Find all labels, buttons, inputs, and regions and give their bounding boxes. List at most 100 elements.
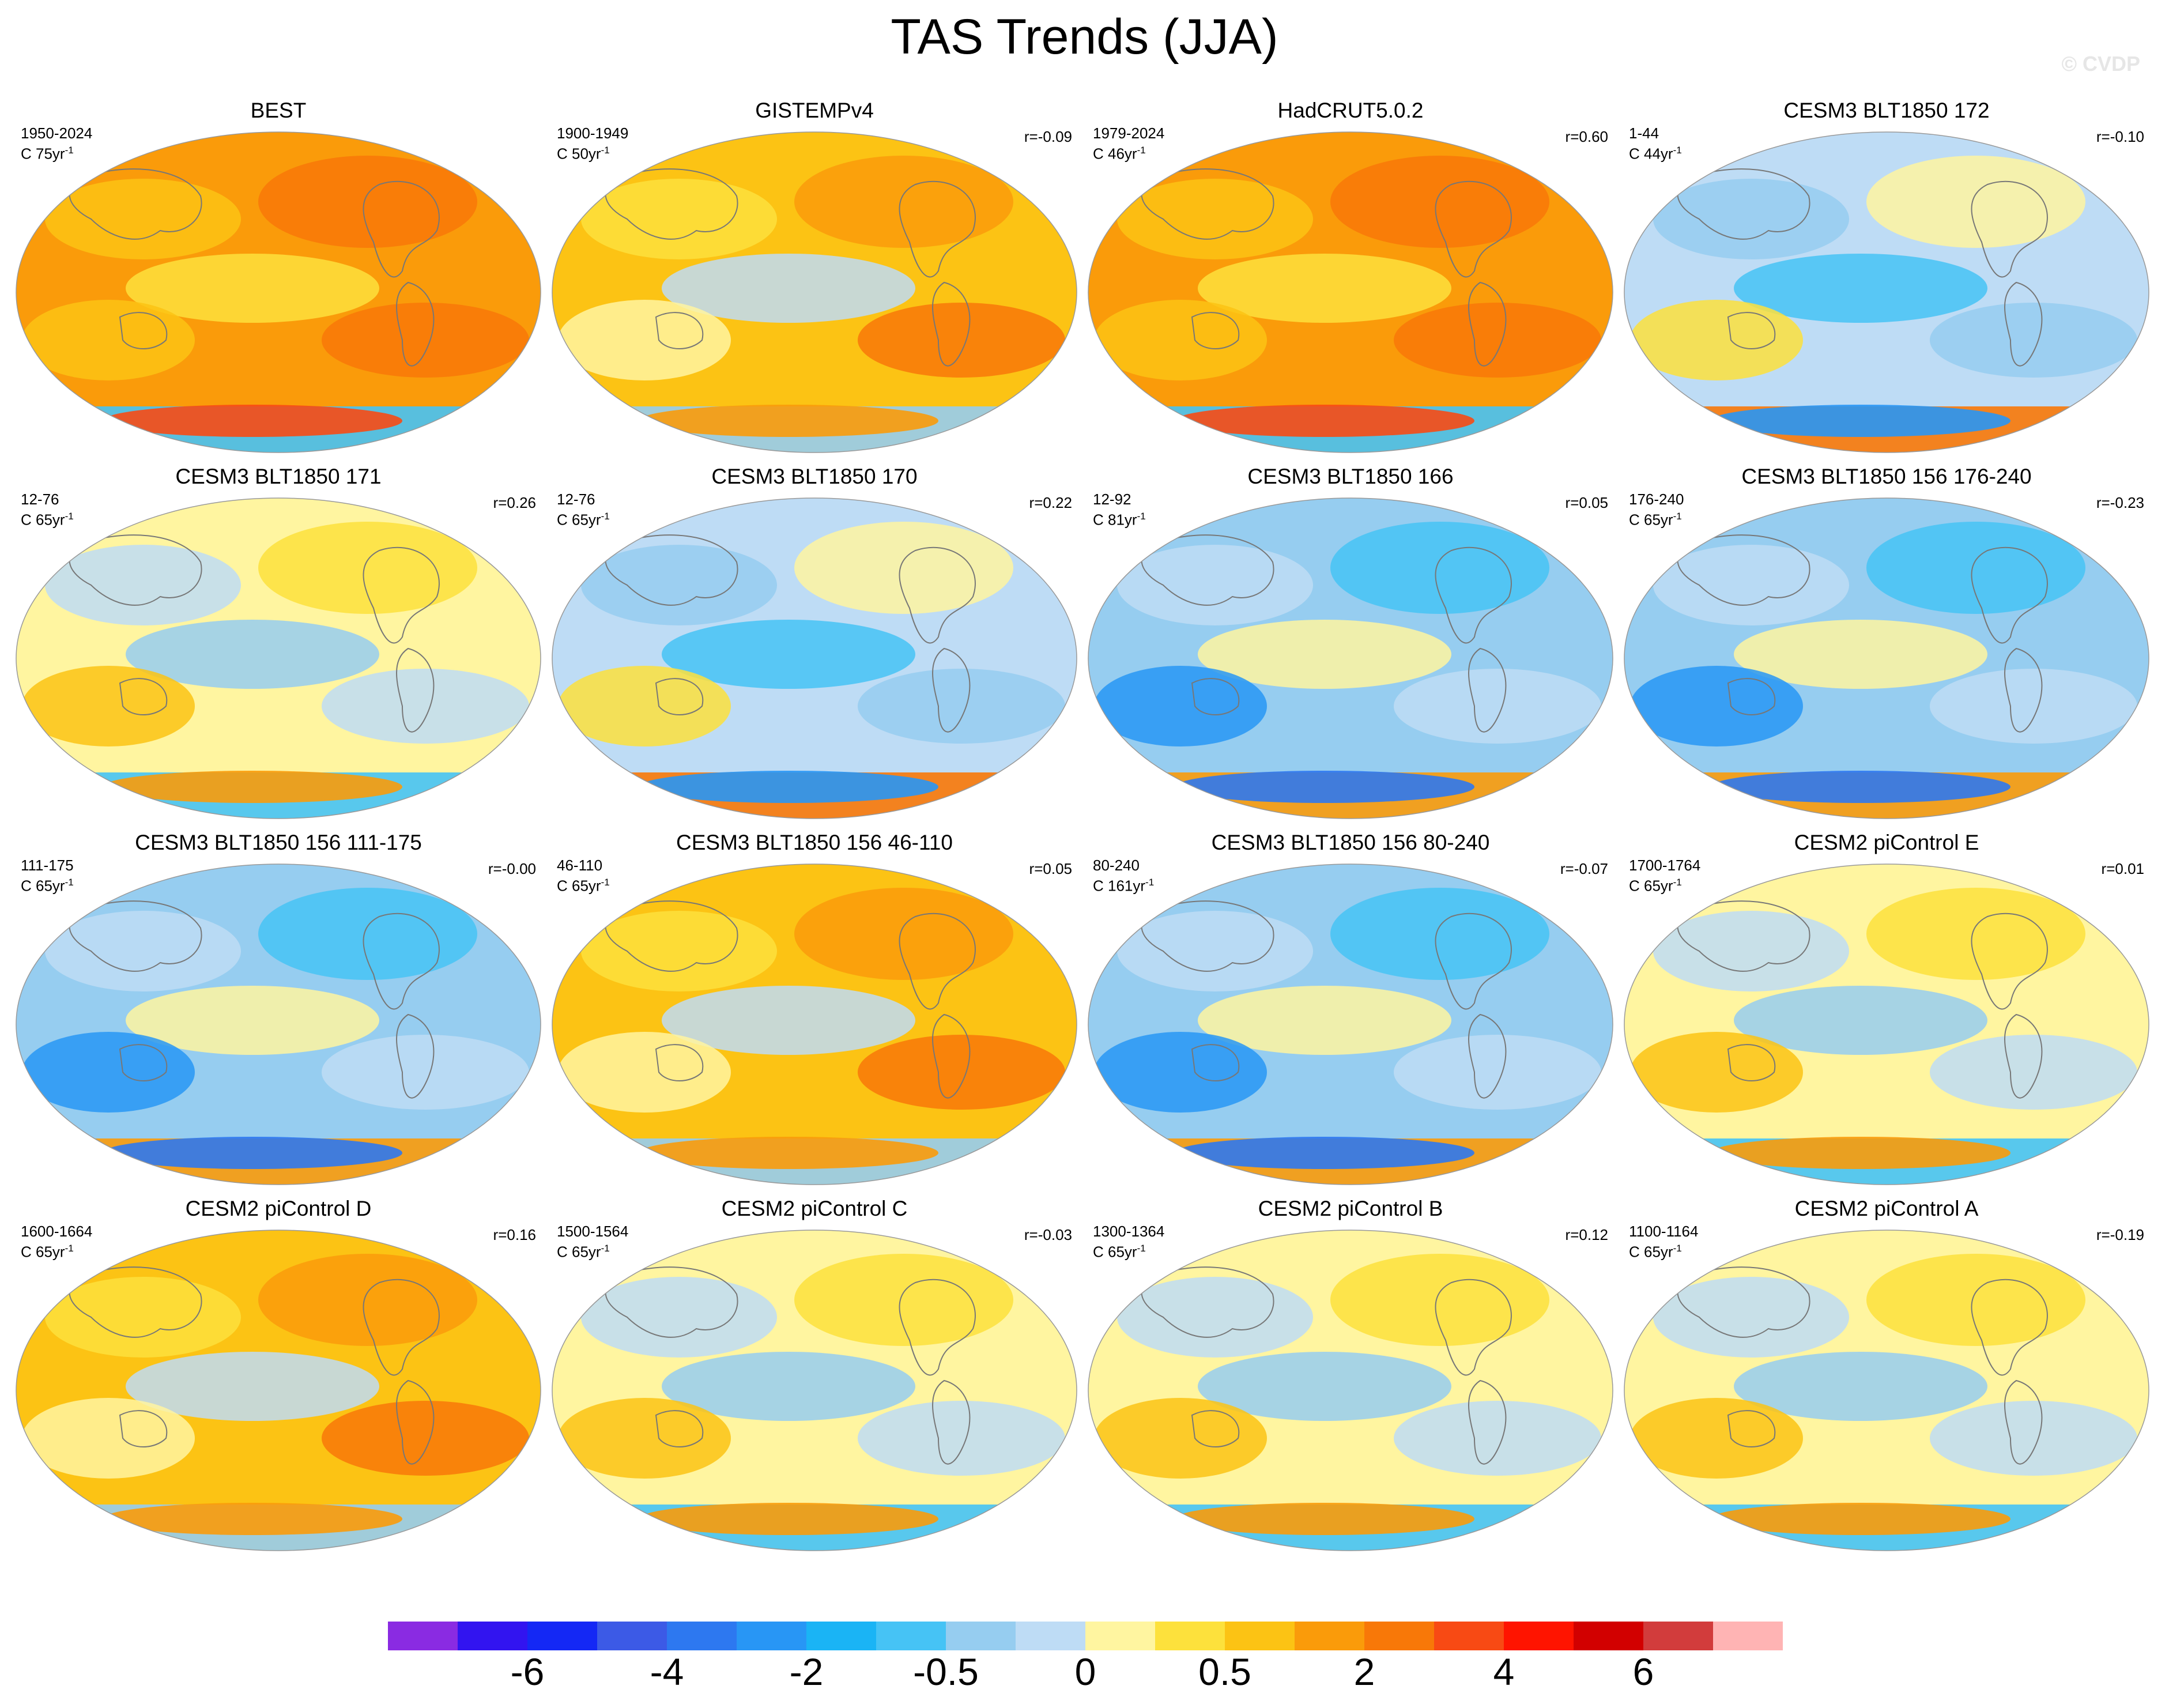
panel-trend-units: C 65yr-1 <box>557 511 610 529</box>
map-panel: CESM2 piControl E 1700-1764 C 65yr-1 r=0.01 <box>1619 830 2155 1187</box>
colorbar-segment <box>806 1622 876 1650</box>
panel-years: 1600-1664 <box>21 1223 93 1240</box>
map-projection <box>1624 1230 2149 1551</box>
colorbar-tick-label: 0.5 <box>1198 1650 1251 1693</box>
map-panel: CESM2 piControl B 1300-1364 C 65yr-1 r=0.12 <box>1082 1196 1619 1554</box>
panel-years: 1900-1949 <box>557 125 629 142</box>
colorbar-segment <box>1225 1622 1295 1650</box>
colorbar-segment <box>1574 1622 1643 1650</box>
panel-trend-units: C 65yr-1 <box>21 511 74 529</box>
panel-title: GISTEMPv4 <box>755 99 874 122</box>
colorbar-segment <box>597 1622 667 1650</box>
panel-correlation: r=-0.19 <box>2096 1226 2144 1243</box>
colorbar-tick-label: -6 <box>510 1650 545 1693</box>
colorbar-tick-label: 4 <box>1493 1650 1515 1693</box>
map-panel: BEST 1950-2024 C 75yr-1 <box>10 98 546 455</box>
colorbar-tick-label: -0.5 <box>913 1650 979 1693</box>
panel-years: 176-240 <box>1629 491 1684 508</box>
panel-title: CESM3 BLT1850 172 <box>1783 99 1990 122</box>
map-projection <box>16 1230 541 1551</box>
panel-correlation: r=-0.07 <box>1560 860 1608 877</box>
panel-trend-units: C 65yr-1 <box>1629 877 1682 895</box>
colorbar-segment <box>946 1622 1016 1650</box>
panel-correlation: r=0.05 <box>1029 860 1072 877</box>
panel-trend-units: C 65yr-1 <box>21 1243 74 1261</box>
panel-years: 80-240 <box>1093 857 1140 874</box>
panel-trend-units: C 44yr-1 <box>1629 145 1682 163</box>
panel-years: 1950-2024 <box>21 125 93 142</box>
panel-years: 1979-2024 <box>1093 125 1165 142</box>
panel-trend-units: C 65yr-1 <box>557 1243 610 1261</box>
panel-correlation: r=-0.09 <box>1024 128 1072 145</box>
colorbar-segment <box>1155 1622 1225 1650</box>
page-title: TAS Trends (JJA) <box>891 9 1278 65</box>
colorbar-tick-label: 0 <box>1074 1650 1096 1693</box>
panel-trend-units: C 65yr-1 <box>21 877 74 895</box>
colorbar-tick-label: 2 <box>1353 1650 1375 1693</box>
panel-years: 1-44 <box>1629 125 1659 142</box>
panel-title: CESM3 BLT1850 156 111-175 <box>135 831 422 854</box>
panel-title: BEST <box>250 99 307 122</box>
map-panel: HadCRUT5.0.2 1979-2024 C 46yr-1 r=0.60 <box>1082 98 1619 455</box>
map-panel: CESM3 BLT1850 166 12-92 C 81yr-1 r=0.05 <box>1082 464 1619 821</box>
map-projection <box>1088 864 1613 1185</box>
panel-trend-units: C 65yr-1 <box>557 877 610 895</box>
map-panel: CESM3 BLT1850 156 111-175 111-175 C 65yr-1… <box>10 830 546 1187</box>
map-panel: CESM3 BLT1850 156 80-240 80-240 C 161yr-1 r… <box>1082 830 1619 1187</box>
map-projection <box>552 864 1077 1185</box>
panel-title: CESM3 BLT1850 156 46-110 <box>676 831 953 854</box>
panel-trend-units: C 81yr-1 <box>1093 511 1146 529</box>
panel-trend-units: C 161yr-1 <box>1093 877 1155 895</box>
colorbar-segment <box>1643 1622 1713 1650</box>
map-projection <box>552 131 1077 453</box>
map-projection <box>16 497 541 819</box>
panel-years: 111-175 <box>21 857 74 874</box>
panel-title: CESM2 piControl E <box>1794 831 1979 854</box>
panel-title: CESM3 BLT1850 166 <box>1247 465 1454 488</box>
panel-trend-units: C 65yr-1 <box>1093 1243 1146 1261</box>
map-panel: CESM3 BLT1850 170 12-76 C 65yr-1 r=0.22 <box>546 464 1082 821</box>
panel-years: 1300-1364 <box>1093 1223 1165 1240</box>
colorbar-tick-label: -2 <box>789 1650 824 1693</box>
map-projection <box>1088 1230 1613 1551</box>
map-panel: CESM2 piControl D 1600-1664 C 65yr-1 r=0.16 <box>10 1196 546 1554</box>
panel-correlation: r=0.12 <box>1565 1226 1608 1243</box>
panel-title: CESM2 piControl B <box>1258 1197 1443 1220</box>
panel-years: 12-92 <box>1093 491 1131 508</box>
map-panel: CESM3 BLT1850 156 176-240 176-240 C 65yr-1… <box>1619 464 2155 821</box>
colorbar-tick-label: -4 <box>650 1650 684 1693</box>
panel-correlation: r=0.16 <box>493 1226 536 1243</box>
panel-years: 1700-1764 <box>1629 857 1701 874</box>
panel-trend-units: C 65yr-1 <box>1629 1243 1682 1261</box>
map-panel: CESM2 piControl C 1500-1564 C 65yr-1 r=-0.0… <box>546 1196 1082 1554</box>
map-panel: CESM3 BLT1850 171 12-76 C 65yr-1 r=0.26 <box>10 464 546 821</box>
colorbar-tick-label: 6 <box>1632 1650 1654 1693</box>
panel-title: CESM3 BLT1850 171 <box>175 465 382 488</box>
panel-trend-units: C 50yr-1 <box>557 145 610 163</box>
panel-correlation: r=0.60 <box>1565 128 1608 145</box>
map-projection <box>1624 497 2149 819</box>
colorbar-segment <box>1364 1622 1434 1650</box>
colorbar-segment <box>667 1622 737 1650</box>
panel-correlation: r=0.05 <box>1565 494 1608 511</box>
map-panel: CESM3 BLT1850 172 1-44 C 44yr-1 r=-0.10 <box>1619 98 2155 455</box>
colorbar-segment <box>1504 1622 1574 1650</box>
map-panel: CESM2 piControl A 1100-1164 C 65yr-1 r=-0.1… <box>1619 1196 2155 1554</box>
panel-years: 1500-1564 <box>557 1223 629 1240</box>
panel-correlation: r=0.22 <box>1029 494 1072 511</box>
colorbar-segment <box>458 1622 527 1650</box>
colorbar-segment <box>876 1622 946 1650</box>
colorbar-segment <box>388 1622 458 1650</box>
copyright-watermark: © CVDP <box>2061 52 2140 76</box>
panel-correlation: r=-0.10 <box>2096 128 2144 145</box>
panel-correlation: r=0.01 <box>2101 860 2144 877</box>
colorbar-segment <box>1085 1622 1155 1650</box>
panel-title: CESM3 BLT1850 156 176-240 <box>1741 465 2032 488</box>
colorbar-segment <box>527 1622 597 1650</box>
panel-title: HadCRUT5.0.2 <box>1277 99 1424 122</box>
panel-title: CESM2 piControl D <box>185 1197 372 1220</box>
panel-correlation: r=-0.00 <box>488 860 536 877</box>
map-projection <box>16 864 541 1185</box>
map-projection <box>16 131 541 453</box>
panel-title: CESM2 piControl A <box>1794 1197 1979 1220</box>
